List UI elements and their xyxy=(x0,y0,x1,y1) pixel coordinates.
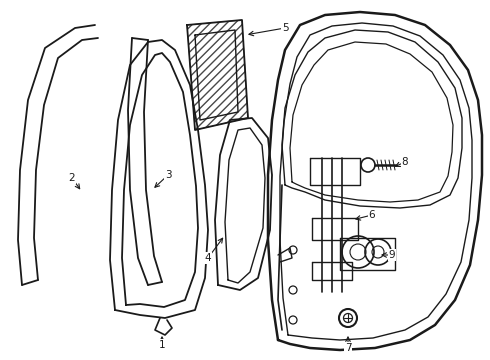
Text: 3: 3 xyxy=(165,170,172,180)
Text: 2: 2 xyxy=(69,173,75,183)
Text: 1: 1 xyxy=(159,340,165,350)
Text: 7: 7 xyxy=(344,343,351,353)
Text: 4: 4 xyxy=(205,253,211,263)
Text: 8: 8 xyxy=(402,157,408,167)
Text: 5: 5 xyxy=(282,23,288,33)
Text: 9: 9 xyxy=(389,250,395,260)
Text: 6: 6 xyxy=(368,210,375,220)
